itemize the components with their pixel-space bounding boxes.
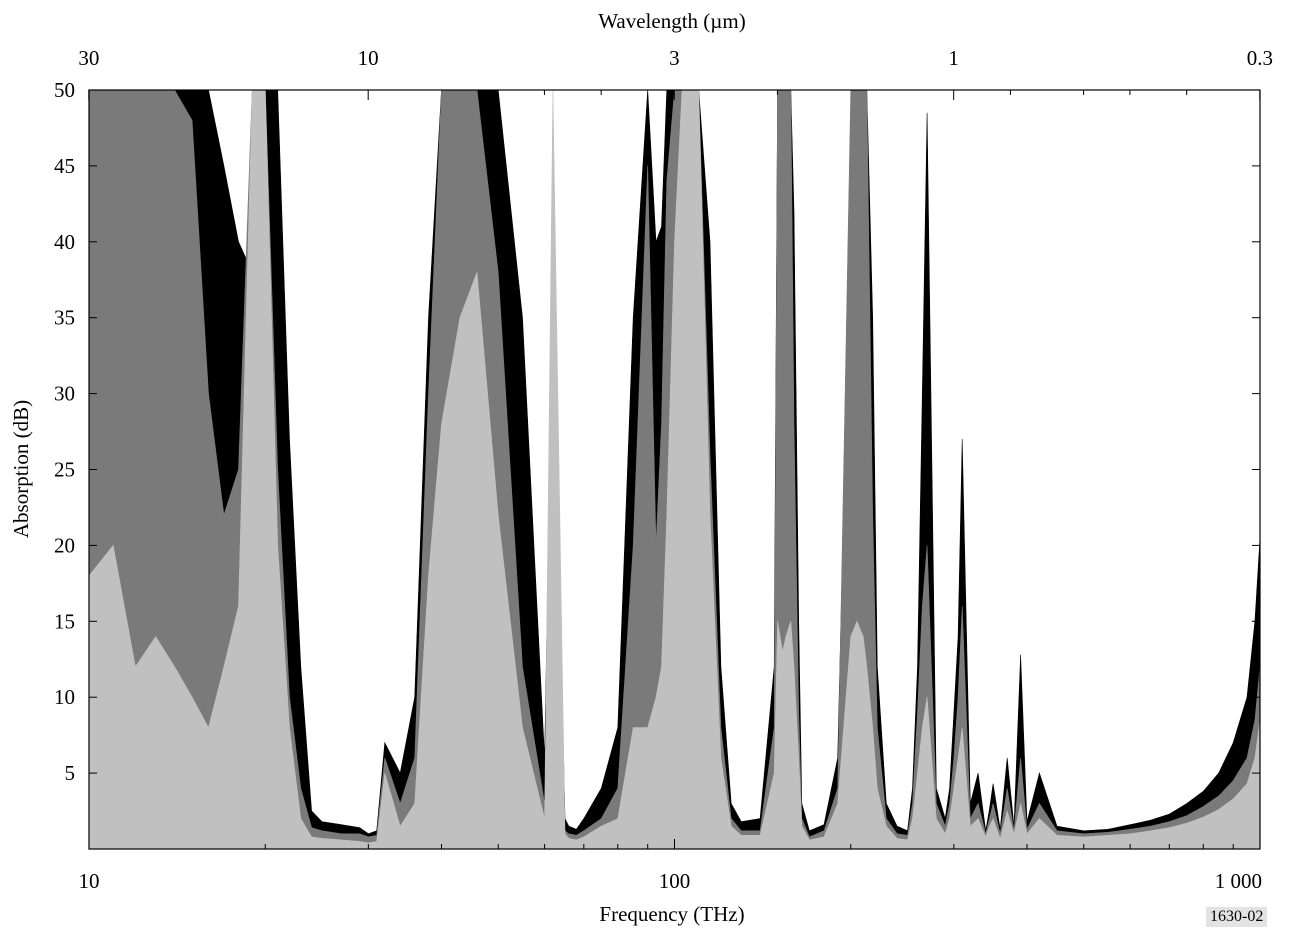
series-layer [88,89,1261,850]
x-tick-label: 1 000 [1215,869,1262,893]
top-tick-label: 10 [358,46,379,70]
y-tick-label: 35 [54,306,75,330]
figure-id-label: 1630-02 [1206,907,1268,927]
x-tick-label: 100 [659,869,691,893]
y-tick-label: 40 [54,230,75,254]
y-axis-title: Absorption (dB) [9,400,33,538]
series-area-3 [88,89,1261,850]
top-axis-title: Wavelength (µm) [598,9,745,33]
top-tick-label: 3 [669,46,680,70]
axis-ticks [88,89,1261,849]
y-tick-label: 45 [54,154,75,178]
plot-area [88,89,1261,850]
top-tick-label: 1 [948,46,959,70]
x-tick-label: 10 [79,869,100,893]
y-tick-label: 50 [54,78,75,102]
x-axis-title: Frequency (THz) [599,902,744,926]
y-tick-label: 10 [54,685,75,709]
y-tick-label: 25 [54,458,75,482]
y-tick-label: 20 [54,533,75,557]
tick-labels: 5 10 15 20 25 30 35 40 45 50 10 100 1 000 30 10 3 1 0.3 [54,46,1273,893]
top-tick-label: 30 [78,46,99,70]
y-tick-label: 5 [65,761,76,785]
y-tick-label: 30 [54,382,75,406]
top-tick-label: 0.3 [1247,46,1273,70]
y-tick-label: 15 [54,609,75,633]
